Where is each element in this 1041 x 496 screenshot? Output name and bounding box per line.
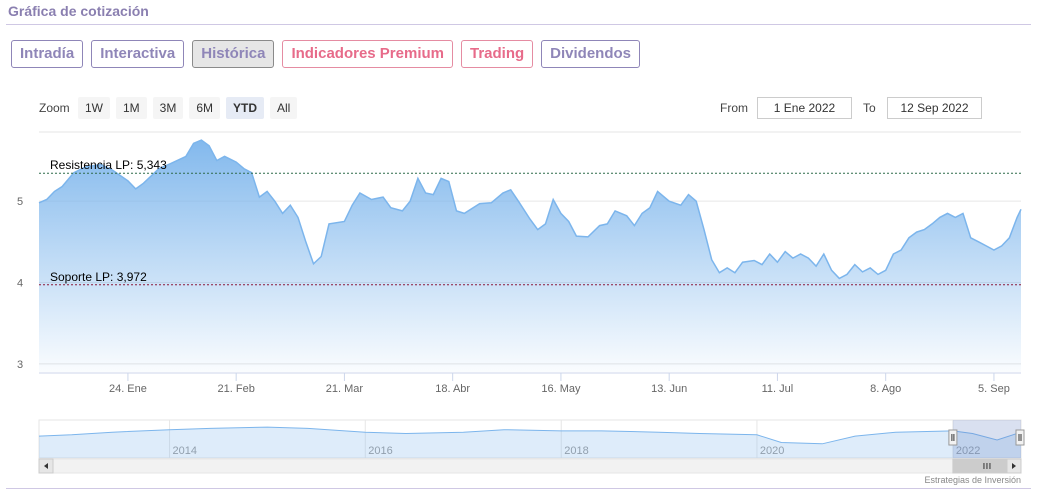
zoom-button-6m[interactable]: 6M	[189, 97, 221, 119]
x-tick-label-0: 24. Ene	[109, 383, 147, 395]
from-label: From	[720, 101, 748, 115]
credits-link[interactable]: Estrategias de Inversión	[924, 475, 1021, 485]
navigator-label-2022: 2022	[956, 445, 980, 457]
zoom-button-3m[interactable]: 3M	[152, 97, 184, 119]
navigator-frame	[38, 419, 1022, 459]
tab-dividendos[interactable]: Dividendos	[541, 40, 641, 68]
zoom-label: Zoom	[39, 101, 70, 115]
footer-divider	[6, 488, 1031, 489]
x-tick-label-2: 21. Mar	[326, 383, 364, 395]
title-divider	[6, 24, 1031, 25]
x-tick-label-3: 18. Abr	[435, 383, 470, 395]
y-tick-label-3: 3	[17, 359, 23, 371]
from-date-input[interactable]: 1 Ene 2022	[757, 97, 852, 119]
price-area	[39, 140, 1021, 372]
zoom-button-1m[interactable]: 1M	[116, 97, 147, 119]
tab-indicadores-premium[interactable]: Indicadores Premium	[282, 40, 453, 68]
section-title: Gráfica de cotización	[8, 3, 149, 19]
navigator-label-2016: 2016	[368, 445, 392, 457]
navigator-handle-left[interactable]	[948, 429, 958, 446]
zoom-buttons: 1W 1M 3M 6M YTD All	[78, 97, 298, 119]
x-tick-label-8: 5. Sep	[978, 383, 1010, 395]
zoom-button-1w[interactable]: 1W	[78, 97, 110, 119]
arrow-left-icon	[44, 463, 48, 469]
x-tick-label-6: 11. Jul	[762, 383, 794, 395]
navigator-handle-box	[948, 429, 958, 446]
tab-trading[interactable]: Trading	[461, 40, 534, 68]
x-tick-label-5: 13. Jun	[651, 383, 687, 395]
y-tick-label-5: 5	[17, 196, 23, 208]
price-line	[38, 139, 1022, 280]
y-tick-label-4: 4	[17, 278, 23, 290]
x-tick-label-1: 21. Feb	[218, 383, 255, 395]
navigator-label-2018: 2018	[564, 445, 588, 457]
chart-tabs: Intradía Interactiva Histórica Indicadores …	[11, 40, 641, 68]
zoom-button-ytd[interactable]: YTD	[226, 97, 265, 119]
navigator-handle-box	[1015, 429, 1025, 446]
to-label: To	[863, 101, 876, 115]
navigator-selection	[952, 420, 1021, 458]
navigator-line	[38, 426, 1022, 445]
tab-histórica[interactable]: Histórica	[192, 40, 275, 68]
navigator-label-2014: 2014	[173, 445, 197, 457]
to-date-input[interactable]: 12 Sep 2022	[887, 97, 982, 119]
tab-interactiva[interactable]: Interactiva	[91, 40, 185, 68]
arrow-right-icon	[1012, 463, 1016, 469]
navigator-handle-right[interactable]	[1015, 429, 1025, 446]
plot-line-label-1: Soporte LP: 3,972	[50, 270, 147, 284]
x-tick-label-7: 8. Ago	[870, 383, 901, 395]
plot-line-label-0: Resistencia LP: 5,343	[50, 158, 167, 172]
navigator-area	[39, 427, 1021, 458]
x-tick-label-4: 16. May	[541, 383, 581, 395]
navigator-label-2020: 2020	[760, 445, 784, 457]
tab-intradía[interactable]: Intradía	[11, 40, 84, 68]
zoom-button-all[interactable]: All	[270, 97, 298, 119]
scrollbar-track[interactable]	[38, 458, 1022, 474]
